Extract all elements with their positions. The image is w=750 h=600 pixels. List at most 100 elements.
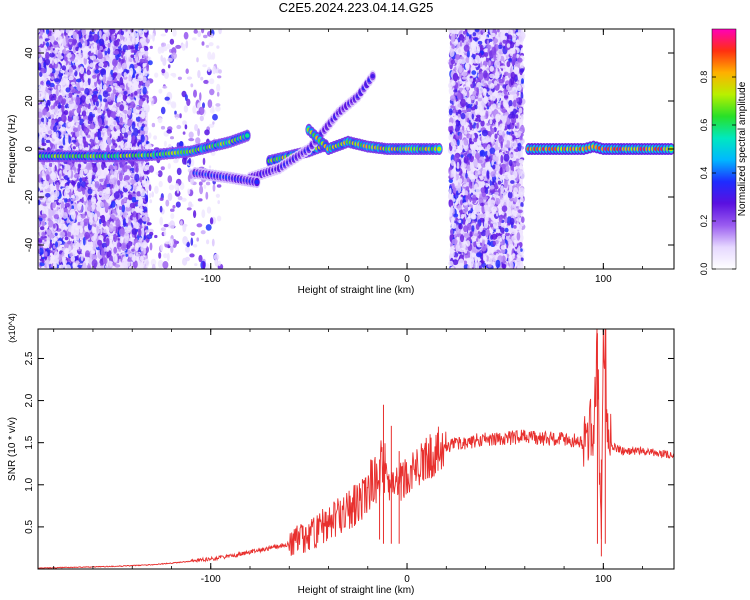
noise-blob [208, 165, 212, 169]
noise-blob [109, 260, 113, 267]
noise-blob [73, 127, 78, 133]
noise-blob [173, 159, 179, 164]
noise-blob [141, 212, 146, 216]
noise-blob [130, 179, 136, 184]
noise-blob [87, 246, 93, 251]
noise-blob [146, 222, 152, 226]
noise-blob [75, 53, 82, 60]
noise-blob [118, 121, 125, 125]
noise-blob [172, 205, 176, 209]
noise-blob [75, 46, 80, 52]
noise-blob [38, 217, 43, 222]
noise-blob [193, 210, 197, 219]
noise-blob [82, 110, 87, 117]
noise-blob [162, 261, 169, 269]
noise-blob [49, 93, 53, 101]
noise-blob [65, 79, 70, 86]
noise-blob [48, 234, 54, 239]
noise-blob [113, 72, 118, 76]
noise-blob [98, 190, 104, 196]
noise-blob [51, 161, 56, 168]
noise-blob [68, 38, 74, 43]
noise-blob [147, 34, 153, 40]
noise-blob [55, 89, 59, 97]
noise-blob [53, 251, 60, 259]
noise-blob [58, 145, 64, 149]
noise-blob [136, 62, 140, 66]
noise-blob [86, 162, 93, 171]
noise-blob [47, 67, 51, 75]
noise-blob [169, 38, 175, 45]
noise-blob [49, 52, 55, 58]
noise-blob [78, 41, 82, 49]
noise-blob [119, 238, 123, 244]
noise-blob [212, 121, 215, 125]
noise-blob [70, 198, 76, 202]
noise-blob [182, 131, 186, 135]
noise-blob [113, 39, 120, 47]
noise-blob [175, 116, 179, 120]
noise-blob [127, 194, 133, 201]
noise-blob [90, 46, 94, 54]
noise-blob [143, 244, 147, 249]
noise-blob [83, 196, 87, 202]
noise-blob [86, 70, 92, 76]
noise-blob [104, 202, 109, 212]
noise-blob [93, 90, 99, 94]
noise-blob [162, 57, 167, 66]
noise-blob [98, 117, 103, 127]
noise-blob [136, 32, 139, 39]
noise-blob [196, 223, 203, 228]
noise-blob [89, 31, 95, 35]
noise-blob [123, 91, 128, 95]
noise-blob [193, 29, 198, 34]
noise-blob [136, 186, 141, 190]
noise-blob [197, 128, 201, 137]
noise-blob [72, 146, 76, 150]
noise-blob [159, 216, 163, 226]
noise-blob [53, 223, 56, 229]
noise-blob [196, 237, 199, 242]
noise-blob [79, 66, 85, 75]
noise-blob [167, 64, 171, 69]
noise-blob [72, 242, 78, 249]
noise-blob [203, 184, 207, 189]
noise-blob [149, 242, 153, 251]
noise-blob [116, 97, 120, 103]
noise-blob [42, 126, 46, 132]
noise-blob [43, 165, 47, 171]
noise-blob [76, 213, 82, 223]
noise-blob [146, 63, 150, 72]
noise-blob [205, 224, 212, 231]
noise-blob [123, 71, 127, 78]
noise-blob [198, 254, 203, 263]
noise-blob [60, 201, 65, 211]
noise-blob [38, 62, 42, 70]
noise-blob [139, 58, 145, 64]
noise-blob [216, 45, 220, 49]
noise-blob [204, 129, 210, 136]
noise-blob [202, 102, 205, 109]
noise-blob [102, 189, 106, 194]
noise-blob [170, 213, 175, 220]
noise-blob [142, 86, 147, 95]
noise-blob [169, 220, 176, 230]
noise-blob [77, 264, 83, 268]
noise-blob [119, 140, 125, 148]
noise-blob [62, 136, 66, 146]
noise-blob [197, 70, 201, 79]
noise-blob [114, 264, 121, 268]
noise-blob [137, 93, 140, 102]
noise-blob [143, 265, 147, 269]
noise-blob [218, 69, 222, 74]
noise-blob [125, 69, 130, 74]
noise-blob [194, 124, 199, 132]
noise-blob [126, 32, 130, 40]
noise-blob [125, 217, 129, 224]
noise-blob [157, 46, 162, 54]
noise-blob [38, 138, 41, 148]
noise-blob [102, 90, 109, 98]
noise-blob [57, 85, 61, 91]
noise-blob [211, 52, 216, 60]
noise-blob [114, 85, 120, 91]
